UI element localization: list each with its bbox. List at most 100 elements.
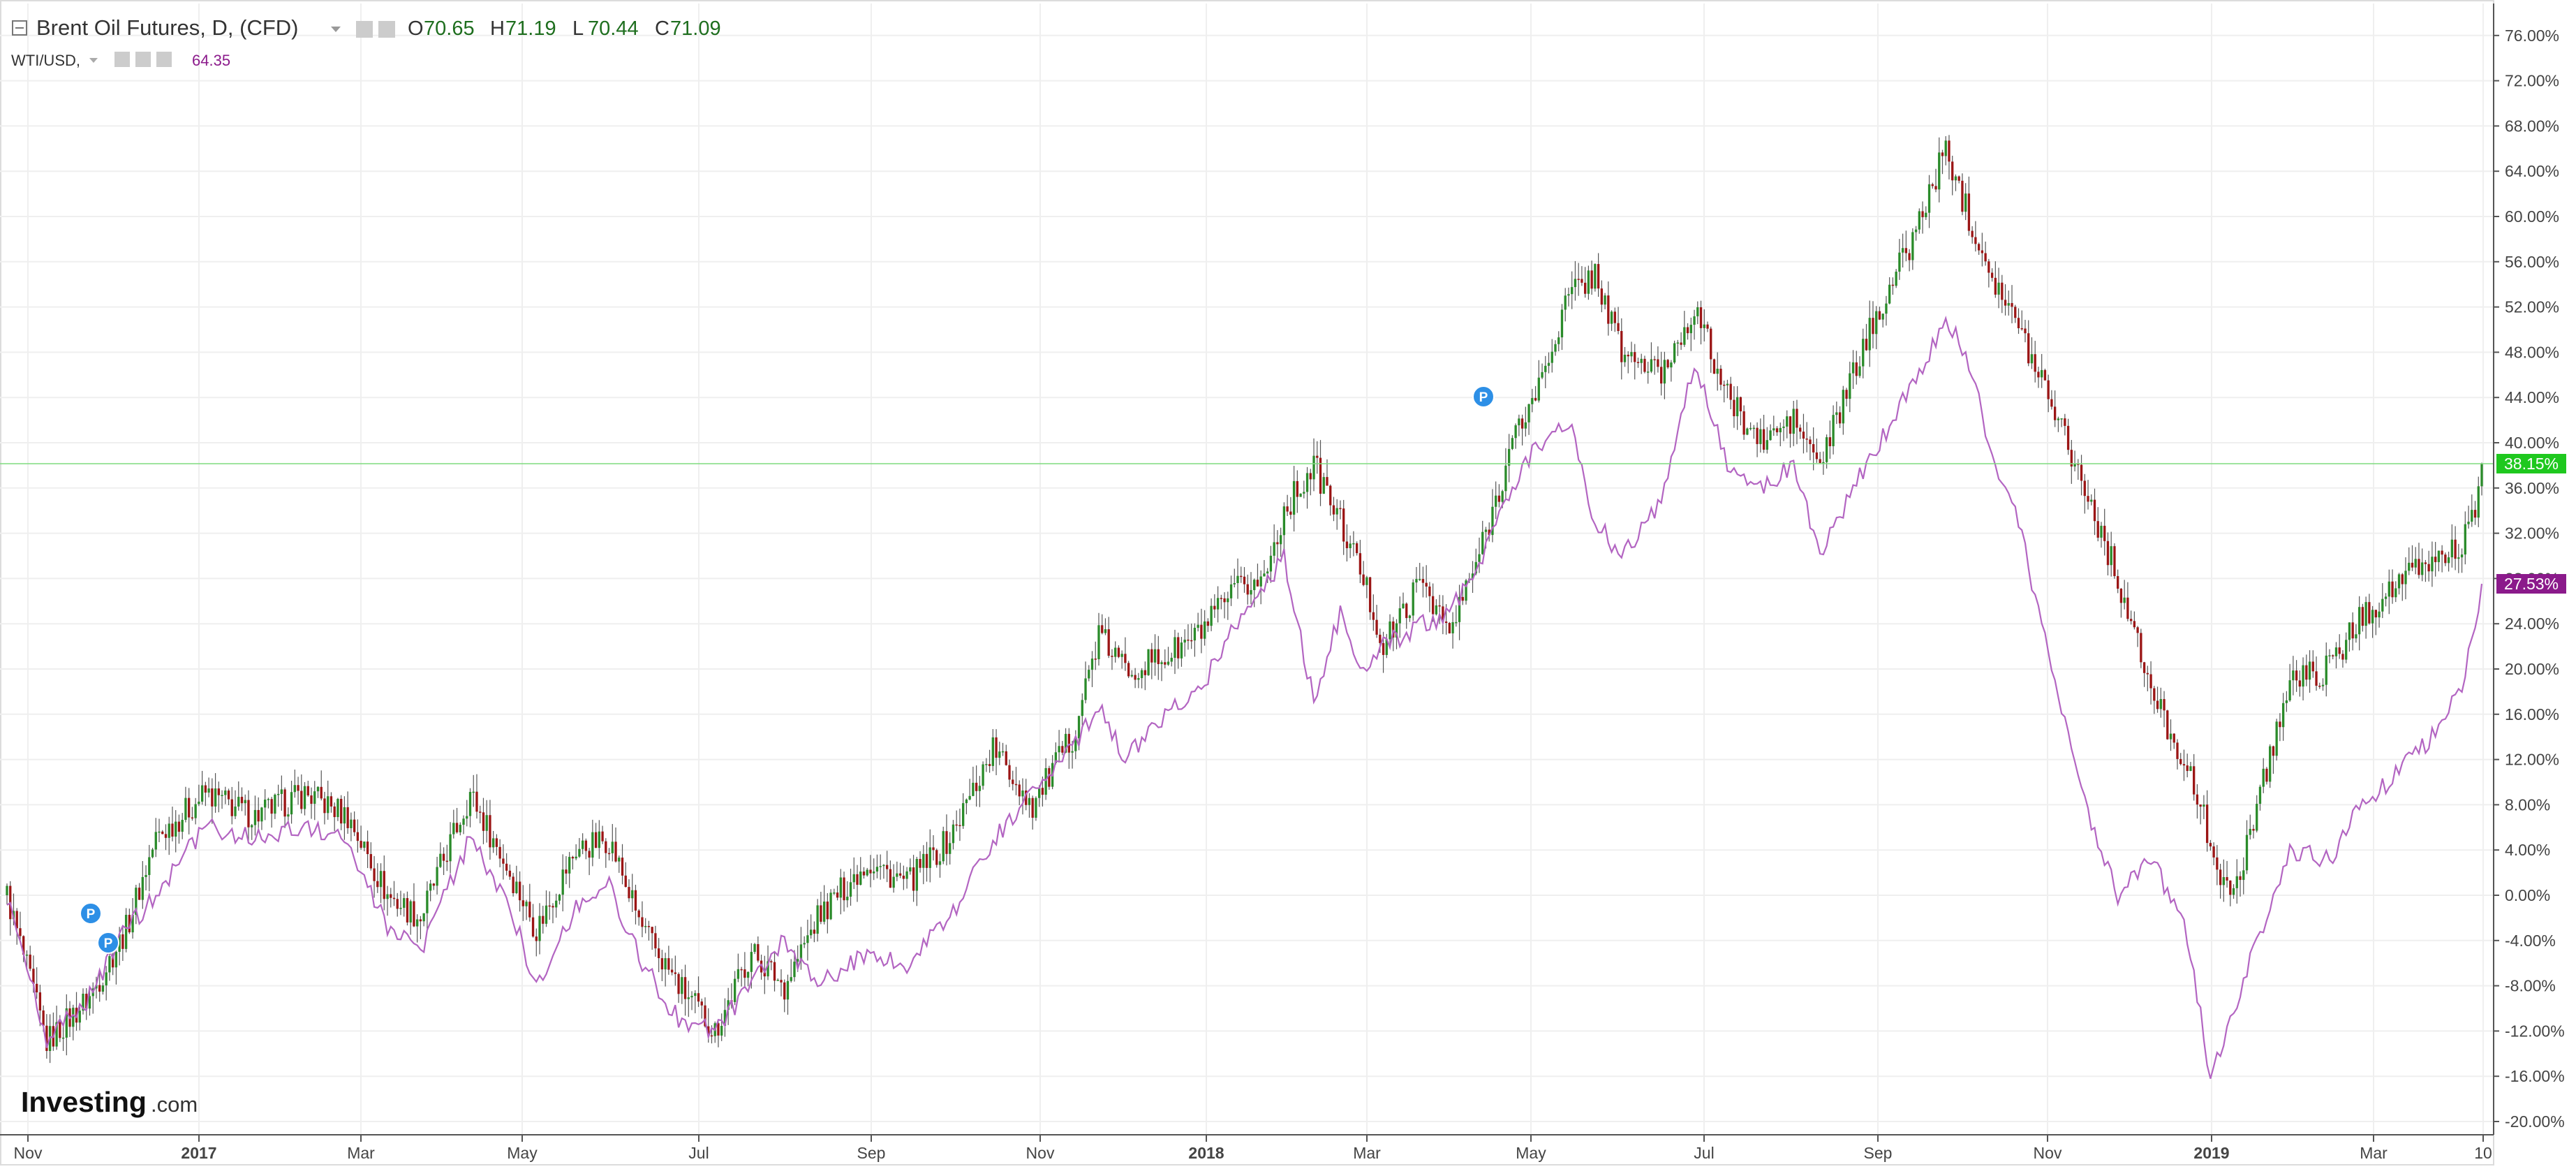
compare-symbol-label[interactable]: WTI/USD, xyxy=(11,52,80,69)
candle-body xyxy=(846,897,849,901)
settings-icon[interactable] xyxy=(356,21,373,38)
candle-body xyxy=(1676,342,1680,344)
candle-body xyxy=(1425,582,1428,587)
candle-body xyxy=(22,936,25,955)
candle-body xyxy=(200,785,204,802)
candle-body xyxy=(1749,427,1752,429)
candle-body xyxy=(42,1010,45,1026)
candle-body xyxy=(1090,659,1094,670)
candle-body xyxy=(1058,746,1060,753)
candle-body xyxy=(2357,607,2361,635)
candle-body xyxy=(1587,270,1590,294)
candle-body xyxy=(353,819,356,832)
event-marker-icon[interactable]: P xyxy=(1472,385,1495,408)
candle-body xyxy=(2136,627,2139,633)
candle-body xyxy=(1918,211,1920,230)
candle-body xyxy=(763,972,766,977)
candle-body xyxy=(2189,766,2192,772)
candle-body xyxy=(492,838,495,848)
candle-body xyxy=(578,848,581,857)
candle-body xyxy=(1898,252,1901,272)
candle-body xyxy=(1448,623,1451,633)
candle-body xyxy=(542,916,545,924)
candle-body xyxy=(181,820,184,832)
x-tick-label: Nov xyxy=(14,1144,43,1162)
candle-body xyxy=(2229,880,2232,895)
candle-body xyxy=(1723,384,1726,386)
y-tick-label: -12.00% xyxy=(2505,1022,2565,1040)
candle-body xyxy=(2285,700,2288,703)
candle-body xyxy=(1931,184,1934,186)
candle-body xyxy=(1964,193,1967,212)
candle-body xyxy=(783,982,786,1000)
candle-body xyxy=(1229,584,1233,598)
candle-body xyxy=(171,823,174,837)
candle-body xyxy=(2341,654,2344,660)
candle-body xyxy=(1382,642,1385,655)
candle-body xyxy=(565,869,568,874)
candle-body xyxy=(439,853,442,867)
candle-body xyxy=(839,877,842,898)
candle-body xyxy=(2166,710,2169,740)
candle-body xyxy=(607,853,611,855)
candle-body xyxy=(1197,624,1199,628)
candle-body xyxy=(59,1022,61,1038)
main-symbol-label[interactable]: Brent Oil Futures, D, (CFD) xyxy=(36,15,299,40)
candle-body xyxy=(1329,485,1332,506)
candle-body xyxy=(2288,680,2291,700)
y-tick-label: 72.00% xyxy=(2505,72,2559,90)
candle-body xyxy=(2179,758,2182,765)
candle-body xyxy=(1497,495,1501,502)
candle-body xyxy=(1620,331,1623,362)
candle-body xyxy=(1680,342,1682,345)
candle-body xyxy=(667,958,670,970)
candle-body xyxy=(1832,415,1835,446)
candle-body xyxy=(416,919,419,927)
candle-body xyxy=(2205,804,2209,844)
candle-body xyxy=(1111,656,1113,657)
candle-body xyxy=(82,993,84,1011)
candle-body xyxy=(290,792,293,815)
candle-body xyxy=(1613,311,1616,323)
candle-body xyxy=(230,799,233,816)
candle-body xyxy=(2004,300,2007,306)
candle-body xyxy=(1766,440,1768,450)
candle-body xyxy=(35,983,38,993)
candle-body xyxy=(376,881,379,888)
y-tick-label: 8.00% xyxy=(2505,795,2550,814)
candle-body xyxy=(184,797,187,821)
candle-body xyxy=(561,869,564,895)
chevron-down-icon[interactable] xyxy=(331,27,341,32)
candle-body xyxy=(2222,877,2225,885)
candle-body xyxy=(234,806,237,816)
chevron-down-icon[interactable] xyxy=(89,58,98,63)
candle-body xyxy=(502,858,505,864)
candle-body xyxy=(1527,404,1530,422)
candle-body xyxy=(413,901,415,927)
candle-body xyxy=(253,809,257,825)
x-tick-label: May xyxy=(507,1144,538,1162)
candle-body xyxy=(449,834,452,862)
event-marker-icon[interactable]: P xyxy=(97,932,119,954)
candle-body xyxy=(1752,427,1756,429)
candle-body xyxy=(2411,562,2414,568)
settings-icon[interactable] xyxy=(114,52,130,67)
candle-body xyxy=(909,867,912,872)
candle-body xyxy=(1355,543,1359,554)
candle-body xyxy=(2146,672,2149,675)
candle-body xyxy=(647,926,651,927)
candle-body xyxy=(1031,797,1034,818)
candle-body xyxy=(138,888,141,900)
remove-icon[interactable] xyxy=(156,52,172,67)
hide-icon[interactable] xyxy=(378,21,395,38)
candle-body xyxy=(2186,765,2189,772)
candle-body xyxy=(1153,649,1157,663)
x-tick-label: Mar xyxy=(1353,1144,1381,1162)
candle-body xyxy=(323,798,326,814)
hide-icon[interactable] xyxy=(135,52,151,67)
event-marker-icon[interactable]: P xyxy=(80,902,102,925)
candle-body xyxy=(2292,670,2295,681)
candle-body xyxy=(2464,524,2466,555)
candle-body xyxy=(177,821,181,832)
